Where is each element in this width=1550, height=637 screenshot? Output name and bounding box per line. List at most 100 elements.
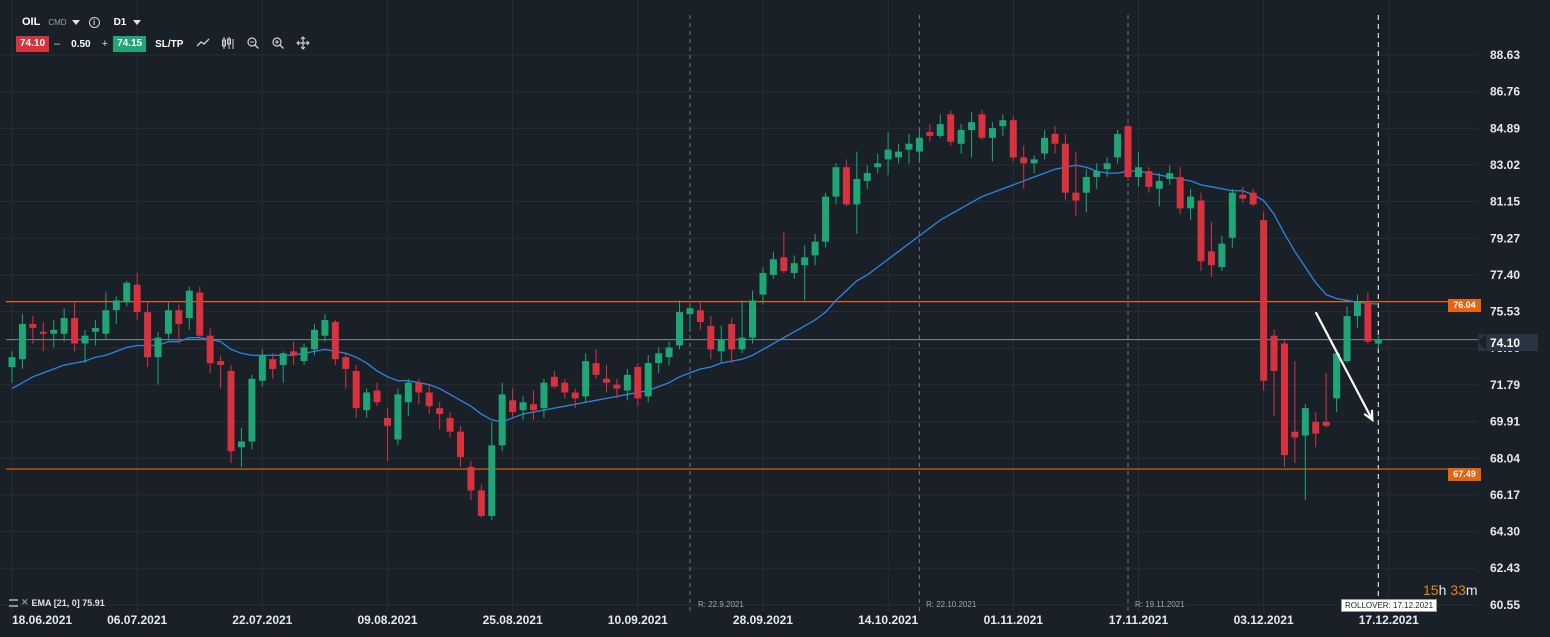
candle-bull [1374,339,1382,344]
candle-chart-icon[interactable] [220,36,236,52]
candle-bear [1061,143,1069,193]
sell-price-button[interactable]: 74.10 [16,36,50,52]
timeframe-dropdown-icon[interactable] [133,19,142,25]
candle-bull [164,310,172,334]
candle-bear [1322,421,1330,426]
y-axis-tick-label: 69.91 [1490,415,1520,429]
buy-price-button[interactable]: 74.15 [113,36,147,52]
candle-bear [39,331,47,334]
candle-bull [738,337,746,350]
candle-bear [446,417,454,432]
candle-bull [905,143,913,150]
candle-bull [665,347,673,358]
candle-bear [1239,194,1247,199]
candle-bear [780,257,788,272]
info-icon[interactable]: i [88,16,100,28]
candle-bull [1218,243,1226,268]
candle-bear [707,325,715,350]
line-chart-icon[interactable] [195,37,211,51]
candle-bear [269,359,277,369]
y-axis-tick-label: 71.79 [1490,378,1520,392]
candle-bull [957,130,965,144]
increase-quantity-button[interactable]: + [101,38,109,50]
quantity-input[interactable]: 0.50 [71,38,91,50]
candle-bear [1145,171,1153,187]
candle-bull [822,196,830,242]
candle-bear [1312,421,1320,434]
candle-bull [895,151,903,158]
candle-bull [300,347,308,362]
current-price-label: 74.10 [1490,336,1521,350]
candle-bull [8,357,16,368]
candle-bull [915,137,923,152]
indicator-settings-icon[interactable] [9,598,18,607]
candle-bear [373,390,381,403]
candle-bear [592,363,600,375]
remove-indicator-icon[interactable]: ✕ [21,597,29,607]
ema-line [11,164,1379,423]
x-axis-tick-label: 22.07.2021 [232,613,292,627]
candle-bull [623,374,631,391]
candle-bull [60,318,68,334]
candle-bull [185,290,193,319]
candle-bull [1030,159,1038,164]
candle-bear [603,378,611,383]
candle-bear [978,114,986,138]
rollover-marker-label: R: 22.9.2021 [698,600,744,609]
candle-bull [248,378,256,442]
symbol-dropdown-icon[interactable] [71,19,80,25]
candle-bear [1270,335,1278,371]
trade-bar: 74.10 – 0.50 + 74.15 SL/TP [16,35,320,53]
candle-bear [290,351,298,356]
candle-bull [1353,302,1361,317]
candle-bull [790,263,798,274]
candle-bear [1020,157,1028,164]
y-axis-tick-label: 86.76 [1490,85,1520,99]
candle-bull [655,353,663,364]
candle-bull [1114,133,1122,158]
candle-bull [1301,408,1309,436]
candle-bull [1187,196,1195,209]
x-axis-tick-label: 09.08.2021 [357,613,417,627]
x-axis-tick-label: 10.09.2021 [608,613,668,627]
candle-bull [769,259,777,275]
candle-bear [613,384,621,389]
candle-bull [717,339,725,352]
candle-bear [1072,192,1080,201]
candle-bull [853,178,861,205]
candle-bear [477,490,485,516]
symbol-name[interactable]: OIL [22,16,41,28]
indicator-label: EMA [21, 0] 75.91 [31,597,105,608]
asset-class-label: CMD [48,17,67,27]
zoom-out-icon[interactable] [245,36,261,52]
candle-bull [50,329,58,334]
candle-bull [258,355,266,381]
resistance-price-label: 76.04 [1448,299,1481,312]
candle-bear [842,167,850,205]
candle-bull [1093,171,1101,178]
candle-bear [217,361,225,366]
y-axis-tick-label: 64.30 [1490,525,1520,539]
crosshair-icon[interactable] [295,35,311,53]
candle-bear [1197,200,1205,262]
candle-bear [71,318,79,344]
candle-bear [342,357,350,369]
zoom-in-icon[interactable] [270,36,286,52]
candle-bear [383,417,391,426]
candle-bull [363,392,371,411]
candle-bull [988,128,996,138]
y-axis-tick-label: 60.55 [1490,598,1520,612]
candle-bull [488,445,496,516]
rollover-label: ROLLOVER: 17.12.2021 [1341,599,1438,612]
candle-bull [540,382,548,409]
timeframe-selector[interactable]: D1 [113,16,127,28]
trend-arrow-head [1363,409,1374,423]
candle-bear [1364,302,1372,342]
candle-bull [81,335,89,344]
sl-tp-button[interactable]: SL/TP [155,38,184,50]
indicator-legend[interactable]: ✕ EMA [21, 0] 75.91 [9,597,105,608]
decrease-quantity-button[interactable]: – [54,38,61,50]
candle-bear [1176,177,1184,209]
candle-bear [144,312,152,358]
